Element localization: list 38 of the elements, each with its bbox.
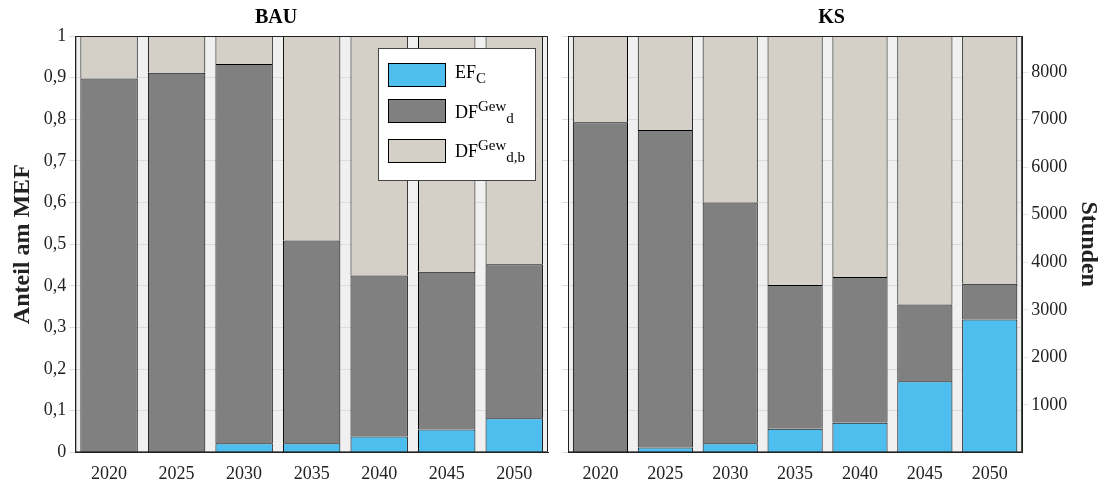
x-tick-label: 2040 — [841, 462, 878, 483]
legend-label: EF$_{C}$ — [455, 61, 487, 88]
x-tick-label: 2030 — [712, 462, 749, 483]
x-tick-label: 2035 — [293, 462, 330, 483]
y-tick-label: 0,6 — [43, 191, 67, 212]
x-tick-label: 2050 — [971, 462, 1008, 483]
y-tick-label: 0,2 — [43, 357, 67, 378]
chart-title: BAU — [254, 5, 298, 28]
y2-tick-label: 7000 — [1031, 108, 1068, 129]
y2-tick-label: 4000 — [1031, 251, 1068, 271]
chart-title: KS — [818, 5, 845, 28]
y-tick-label: 0 — [57, 441, 67, 462]
y2-axis-title: Stunden — [1077, 201, 1104, 287]
y-tick-label: 0,4 — [43, 274, 67, 295]
x-tick-label: 2045 — [906, 462, 943, 483]
x-tick-label: 2025 — [647, 462, 684, 483]
x-tick-label: 2020 — [91, 462, 128, 483]
y2-tick-label: 3000 — [1031, 298, 1068, 319]
x-tick-label: 2040 — [361, 462, 398, 483]
y2-tick-label: 8000 — [1031, 60, 1068, 81]
y-tick-label: 0,1 — [43, 399, 67, 420]
y2-tick-label: 6000 — [1031, 155, 1068, 176]
x-tick-label: 2030 — [226, 462, 263, 483]
x-tick-label: 2020 — [582, 462, 619, 483]
y-tick-label: 0,5 — [43, 232, 67, 253]
x-tick-label: 2045 — [428, 462, 465, 483]
x-tick-label: 2025 — [158, 462, 195, 483]
y2-tick-label: 5000 — [1031, 203, 1068, 224]
y-tick-label: 0,3 — [43, 316, 67, 337]
x-tick-label: 2050 — [496, 462, 533, 483]
y2-tick-label: 1000 — [1031, 393, 1068, 414]
x-tick-label: 2035 — [777, 462, 814, 483]
y-tick-label: 0,8 — [43, 108, 67, 129]
y-tick-label: 1 — [57, 24, 67, 45]
y2-tick-label: 2000 — [1031, 346, 1068, 367]
y-tick-label: 0,9 — [43, 66, 67, 87]
y-axis-title: Anteil am MEF — [7, 164, 34, 325]
y-tick-label: 0,7 — [43, 149, 67, 170]
